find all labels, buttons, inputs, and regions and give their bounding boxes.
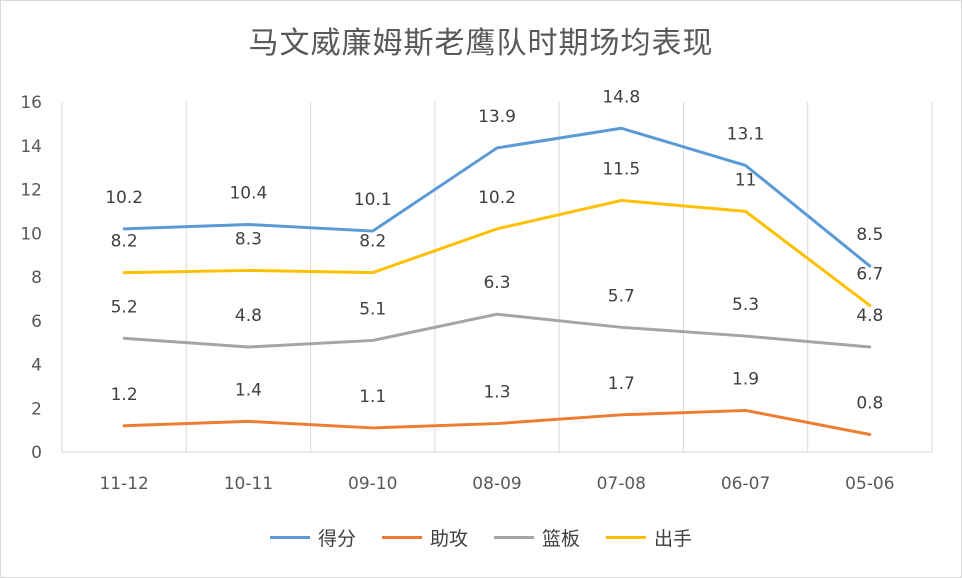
legend-swatch <box>269 536 310 539</box>
data-label: 1.7 <box>608 374 635 394</box>
data-label: 4.8 <box>235 306 262 326</box>
legend-label: 篮板 <box>542 528 581 550</box>
y-tick-label: 8 <box>31 268 42 288</box>
y-tick-label: 6 <box>31 312 42 332</box>
chart-legend: 得分 助攻 篮板 出手 <box>0 524 962 551</box>
data-label: 5.2 <box>111 297 138 317</box>
legend-item: 篮板 <box>494 524 580 551</box>
legend-label: 助攻 <box>429 528 468 550</box>
data-label: 1.3 <box>483 383 510 403</box>
data-label: 8.3 <box>235 229 262 249</box>
data-label: 6.7 <box>856 264 883 284</box>
data-label: 8.5 <box>856 225 883 245</box>
y-tick-label: 12 <box>20 181 42 201</box>
legend-item: 助攻 <box>381 524 468 551</box>
data-label: 14.8 <box>602 87 640 107</box>
x-tick-label: 05-06 <box>845 474 894 494</box>
y-tick-label: 14 <box>20 137 42 157</box>
legend-label: 得分 <box>317 528 356 550</box>
data-label: 10.2 <box>105 188 143 208</box>
data-label: 8.2 <box>359 232 386 252</box>
data-label: 1.4 <box>235 380 262 400</box>
chart-title: 马文威廉姆斯老鹰队时期场均表现 <box>248 26 714 61</box>
x-tick-label: 07-08 <box>597 474 646 494</box>
legend-swatch <box>606 536 647 539</box>
data-label: 6.3 <box>483 273 510 293</box>
legend-item: 得分 <box>269 524 356 551</box>
x-tick-label: 11-12 <box>99 474 148 494</box>
x-tick-label: 08-09 <box>472 474 521 494</box>
y-tick-label: 16 <box>20 93 42 113</box>
legend-item: 出手 <box>606 524 692 551</box>
x-tick-label: 10-11 <box>224 474 273 494</box>
legend-swatch <box>494 536 534 539</box>
x-tick-label: 06-07 <box>721 474 770 494</box>
series-line-助攻 <box>122 408 872 436</box>
data-label: 10.2 <box>478 188 516 208</box>
data-label: 8.2 <box>111 232 138 252</box>
y-tick-label: 0 <box>31 443 42 463</box>
data-label: 5.1 <box>359 299 386 319</box>
data-label: 10.4 <box>229 184 267 204</box>
data-label: 1.9 <box>732 369 759 389</box>
y-tick-label: 10 <box>20 224 42 244</box>
data-label: 4.8 <box>856 306 883 326</box>
data-label: 5.3 <box>732 295 759 315</box>
y-tick-label: 4 <box>31 356 42 376</box>
data-label: 0.8 <box>856 394 883 414</box>
data-label: 1.2 <box>111 385 138 405</box>
x-tick-label: 09-10 <box>348 474 397 494</box>
data-label: 13.1 <box>727 124 765 144</box>
y-tick-label: 2 <box>31 399 42 419</box>
legend-swatch <box>381 536 422 539</box>
data-label: 13.9 <box>478 107 516 127</box>
series-line-得分 <box>122 126 872 268</box>
data-label: 10.1 <box>354 190 392 210</box>
series-line-篮板 <box>122 312 872 349</box>
legend-label: 出手 <box>654 528 693 550</box>
data-label: 5.7 <box>608 286 635 306</box>
data-label: 11.5 <box>602 159 640 179</box>
series-line-出手 <box>122 198 872 307</box>
data-label: 11 <box>735 170 757 190</box>
data-label: 1.1 <box>359 387 386 407</box>
